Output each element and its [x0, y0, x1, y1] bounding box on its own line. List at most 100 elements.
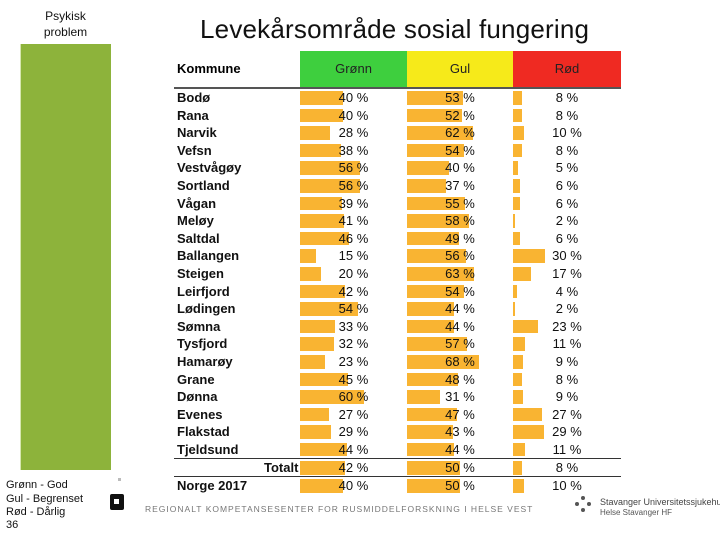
red-value: 27 % [552, 406, 582, 422]
green-cell: 45 % [300, 371, 407, 389]
green-value: 41 % [338, 213, 369, 229]
red-value: 6 % [555, 195, 579, 211]
yellow-cell: 44 % [407, 441, 513, 459]
green-value: 40 % [338, 90, 369, 105]
sidebar-title-line1: Psykisk [45, 9, 86, 23]
kommune-name: Sortland [177, 177, 230, 193]
green-cell: 44 % [300, 441, 407, 459]
yellow-bar [407, 91, 464, 105]
green-value: 42 % [338, 460, 369, 476]
data-table: Kommune Grønn Gul Rød Bodø 40 % 53 % 8 % Ran… [174, 51, 621, 494]
yellow-bar [407, 390, 440, 404]
yellow-value: 53 % [445, 90, 475, 105]
table-row: Saltdal 46 % 49 % 6 % [174, 230, 621, 248]
table-row: Steigen 20 % 63 % 17 % [174, 265, 621, 283]
table-body: Bodø 40 % 53 % 8 % Rana 40 % 52 % 8 % Narvik 28 %… [174, 89, 621, 494]
green-bar [300, 161, 360, 175]
red-cell: 2 % [513, 212, 621, 230]
kommune-name: Vestvågøy [177, 160, 242, 176]
yellow-cell: 48 % [407, 371, 513, 389]
red-bar [513, 442, 525, 457]
green-cell: 39 % [300, 195, 407, 213]
kommune-name: Sømna [177, 318, 221, 334]
green-value: 38 % [338, 142, 369, 158]
table-row: Narvik 28 % 62 % 10 % [174, 124, 621, 142]
green-value: 27 % [338, 406, 369, 422]
green-bar [300, 302, 358, 316]
red-cell: 9 % [513, 353, 621, 371]
yellow-bar [407, 319, 454, 334]
yellow-value: 31 % [445, 389, 475, 405]
green-cell: 38 % [300, 142, 407, 160]
kommune-name: Totalt [264, 460, 299, 476]
red-value: 2 % [555, 213, 579, 229]
yellow-value: 40 % [445, 160, 475, 176]
green-bar [300, 178, 360, 193]
header-kommune: Kommune [174, 51, 300, 87]
yellow-value: 48 % [445, 371, 475, 387]
kommune-name: Vefsn [177, 142, 212, 158]
green-bar [300, 108, 343, 123]
green-cell: 40 % [300, 477, 407, 495]
green-bar [300, 196, 342, 211]
yellow-bar [407, 354, 480, 369]
sidebar-title: Psykisk problem [20, 8, 111, 40]
red-bar [513, 425, 545, 439]
green-value: 56 % [338, 160, 369, 176]
header-green: Grønn [300, 51, 407, 87]
yellow-value: 44 % [445, 301, 475, 317]
green-value: 23 % [338, 353, 369, 369]
kommune-name: Dønna [177, 389, 218, 405]
table-row: Hamarøy 23 % 68 % 9 % [174, 353, 621, 371]
yellow-bar [407, 108, 463, 123]
green-bar [300, 337, 335, 351]
kommune-name: Bodø [177, 90, 211, 105]
yellow-bar [407, 143, 465, 158]
green-value: 20 % [338, 265, 369, 281]
yellow-value: 44 % [445, 318, 475, 334]
red-value: 8 % [555, 107, 579, 123]
red-value: 17 % [552, 265, 582, 281]
green-value: 29 % [338, 424, 369, 440]
red-value: 8 % [555, 371, 579, 387]
red-cell: 6 % [513, 195, 621, 213]
red-bar [513, 390, 523, 404]
red-bar [513, 337, 525, 351]
red-bar [513, 461, 522, 476]
green-cell: 32 % [300, 335, 407, 353]
green-value: 60 % [338, 389, 369, 405]
green-cell: 23 % [300, 353, 407, 371]
green-value: 39 % [338, 195, 369, 211]
legend: Grønn - God Gul - Begrenset Rød - Dårlig [6, 479, 83, 520]
page-title: Levekårsområde sosial fungering [200, 14, 590, 44]
green-cell: 56 % [300, 159, 407, 177]
table-row: Sortland 56 % 37 % 6 % [174, 177, 621, 195]
green-cell: 15 % [300, 247, 407, 265]
red-value: 6 % [555, 177, 579, 193]
green-value: 40 % [338, 107, 369, 123]
yellow-value: 49 % [445, 230, 475, 246]
green-cell: 54 % [300, 300, 407, 318]
yellow-cell: 40 % [407, 159, 513, 177]
green-bar [300, 442, 348, 457]
green-value: 42 % [338, 283, 369, 299]
sidebar-title-line2: problem [43, 25, 88, 39]
table-row: Ballangen 15 % 56 % 30 % [174, 247, 621, 265]
red-bar [513, 319, 538, 334]
red-cell: 6 % [513, 230, 621, 248]
yellow-cell: 43 % [407, 423, 513, 441]
red-bar [513, 249, 546, 263]
green-value: 32 % [338, 336, 369, 352]
red-cell: 27 % [513, 406, 621, 424]
yellow-cell: 68 % [407, 353, 513, 371]
kommune-name: Tjeldsund [177, 441, 239, 457]
green-bar [300, 91, 343, 105]
green-bar [300, 319, 336, 334]
yellow-value: 56 % [445, 248, 475, 264]
green-value: 44 % [338, 441, 369, 457]
green-cell: 56 % [300, 177, 407, 195]
green-bar [300, 354, 325, 369]
green-bar [300, 479, 343, 493]
red-bar [513, 126, 524, 140]
yellow-value: 54 % [445, 142, 475, 158]
